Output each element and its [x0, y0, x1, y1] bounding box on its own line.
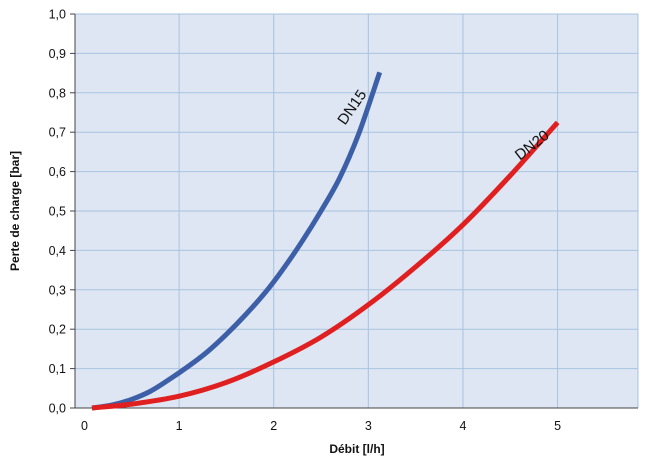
y-axis-title: Perte de charge [bar]	[8, 151, 22, 271]
y-tick-label: 0,6	[49, 165, 66, 179]
x-tick-label: 0	[81, 419, 88, 433]
gridlines	[75, 13, 639, 408]
x-tick-label: 5	[554, 419, 561, 433]
y-tick-label: 0,1	[49, 362, 66, 376]
series-line-dn20	[91, 120, 560, 411]
y-tick-label: 0,0	[49, 402, 66, 416]
x-tick-label: 3	[365, 419, 372, 433]
x-tick-label: 1	[176, 419, 183, 433]
y-tick-label: 0,5	[49, 205, 66, 219]
series-line-dn15	[91, 71, 383, 411]
y-tick-label: 0,9	[49, 47, 66, 61]
y-tick-label: 0,2	[49, 323, 66, 337]
y-tick-label: 1,0	[49, 8, 66, 22]
series-layer	[91, 71, 560, 411]
y-tick-label: 0,8	[49, 86, 66, 100]
x-tick-label: 4	[459, 419, 466, 433]
y-tick-label: 0,4	[49, 244, 66, 258]
y-tick-label: 0,7	[49, 126, 66, 140]
x-tick-label: 2	[270, 419, 277, 433]
x-axis-title: Débit [l/h]	[329, 442, 384, 456]
y-tick-label: 0,3	[49, 283, 66, 297]
axes: 0 1 2 3 4 5 0,0 0,1 0,2 0,3 0,4 0,5 0,6 0,7 0,8 0,9 1,0	[49, 8, 638, 433]
